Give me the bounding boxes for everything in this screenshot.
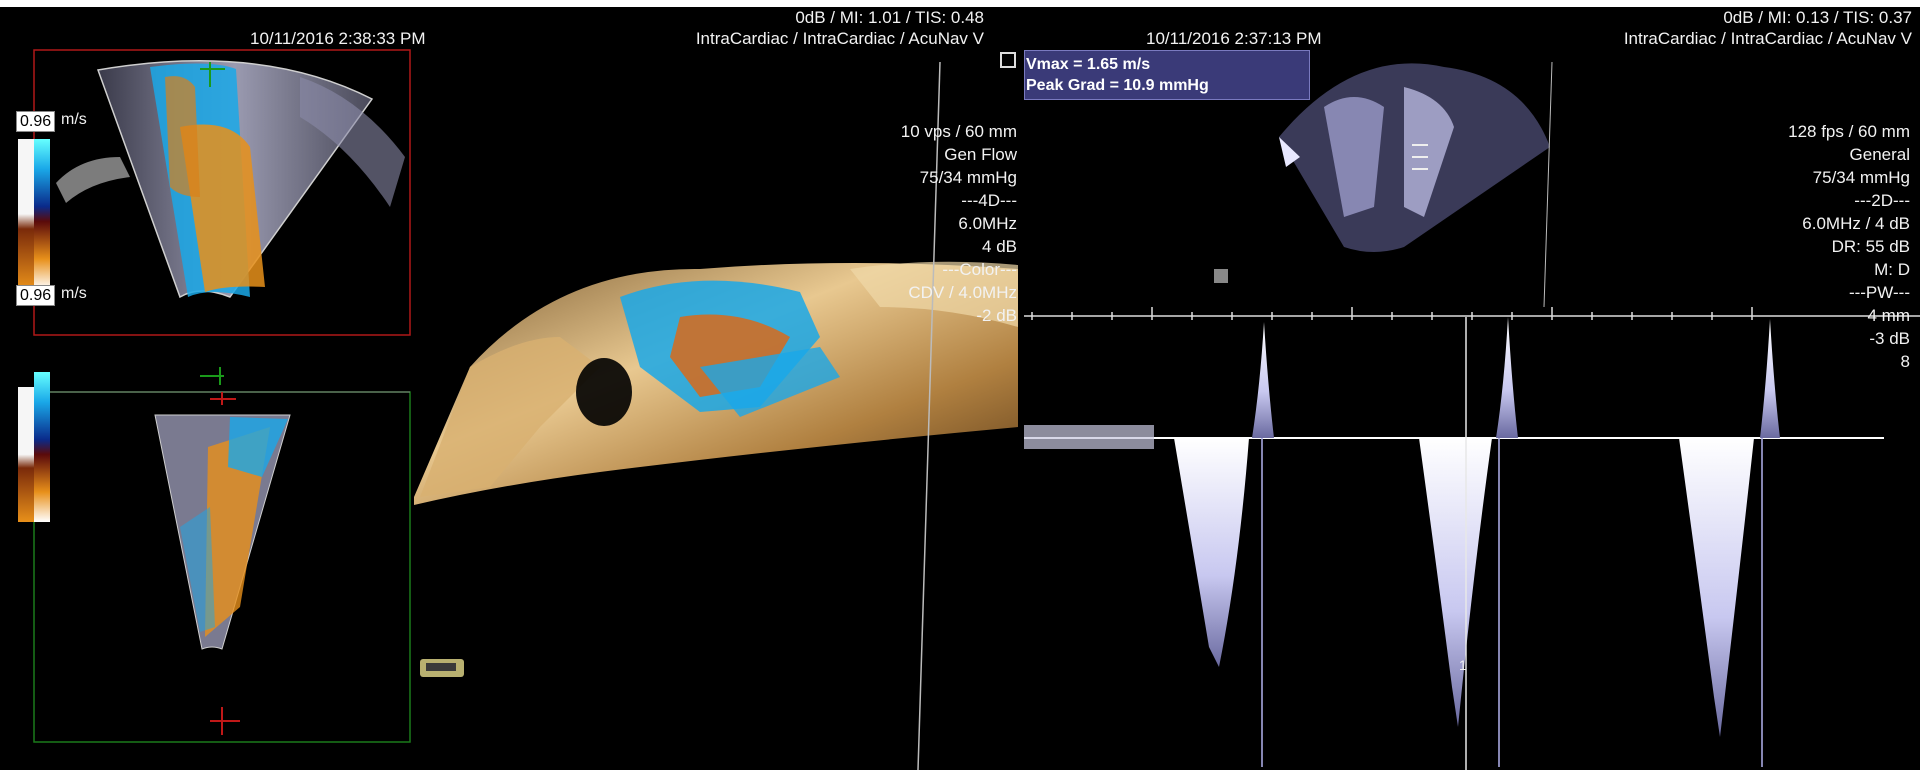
left-param: CDV / 4.0MHz [908, 283, 1017, 302]
color-scale-bar-lower [34, 372, 50, 522]
right-param: -3 dB [1869, 329, 1910, 348]
ultrasound-screen: 10/11/2016 2:38:33 PM 0dB / MI: 1.01 / T… [0, 7, 1920, 770]
vmax-readout: Vmax = 1.65 m/s [1026, 56, 1151, 73]
left-param-list: 10 vps / 60 mm Gen Flow 75/34 mmHg ---4D… [901, 120, 1017, 327]
right-param: 8 [1900, 352, 1910, 371]
left-param: 6.0MHz [958, 214, 1017, 233]
cursor-marker-label: 1 [1459, 657, 1467, 673]
left-param: 4 dB [982, 237, 1017, 256]
measurement-anchor-icon[interactable] [1000, 52, 1016, 68]
left-header-line1: 0dB / MI: 1.01 / TIS: 0.48 [795, 8, 984, 27]
right-param: ---2D--- [1854, 191, 1910, 210]
right-header-line2: IntraCardiac / IntraCardiac / AcuNav V [1623, 29, 1912, 48]
peak-grad-readout: Peak Grad = 10.9 mmHg [1026, 77, 1209, 94]
measurement-result-box[interactable]: Vmax = 1.65 m/s Peak Grad = 10.9 mmHg [1024, 50, 1310, 100]
left-param: Gen Flow [944, 145, 1017, 164]
right-timestamp: 10/11/2016 2:37:13 PM [1146, 29, 1322, 48]
right-param: DR: 55 dB [1831, 237, 1910, 256]
doppler-spectrum [1174, 317, 1780, 737]
right-header-line1: 0dB / MI: 0.13 / TIS: 0.37 [1723, 8, 1912, 27]
left-param: 10 vps / 60 mm [900, 122, 1017, 141]
left-header-line2: IntraCardiac / IntraCardiac / AcuNav V [695, 29, 984, 48]
scale-top-value: 0.96 [16, 111, 56, 132]
color-scale-bar-upper [34, 139, 50, 289]
doppler-graphics [1024, 61, 1920, 770]
left-param: ---Color--- [942, 260, 1017, 279]
right-param: 6.0MHz / 4 dB [1802, 214, 1910, 233]
time-ticks [1031, 307, 1753, 320]
volume-graphics [18, 49, 1018, 770]
left-pane-4d: 10/11/2016 2:38:33 PM 0dB / MI: 1.01 / T… [0, 7, 1024, 770]
left-param: -2 dB [976, 306, 1017, 325]
scale-bottom-value: 0.96 [16, 285, 56, 306]
right-param: M: D [1874, 260, 1910, 279]
right-param: 75/34 mmHg [1812, 168, 1910, 187]
left-timestamp: 10/11/2016 2:38:33 PM [250, 29, 426, 48]
left-param: 75/34 mmHg [919, 168, 1017, 187]
right-param: 128 fps / 60 mm [1788, 122, 1910, 141]
scale-top-unit: m/s [61, 111, 87, 128]
scale-bottom-unit: m/s [61, 285, 87, 302]
right-param-list: 128 fps / 60 mm General 75/34 mmHg ---2D… [1788, 120, 1910, 373]
right-param: General [1849, 145, 1910, 164]
right-param: ---PW--- [1848, 283, 1910, 302]
right-param: 4 mm [1867, 306, 1911, 325]
left-param: ---4D--- [961, 191, 1017, 210]
right-pane-doppler: 10/11/2016 2:37:13 PM 0dB / MI: 0.13 / T… [1024, 7, 1920, 770]
